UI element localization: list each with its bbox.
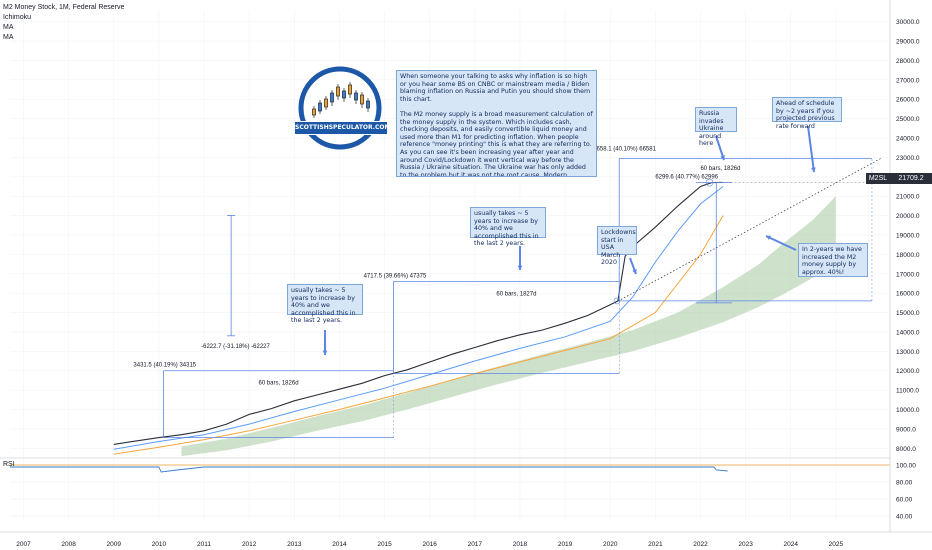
annotation-overlays: 3431.5 (40.19%) 34315 60 bars, 1826d 4717.… (133, 125, 890, 439)
x-tick-label: 2015 (377, 541, 392, 548)
x-tick-label: 2013 (287, 541, 302, 548)
x-tick-label: 2018 (513, 541, 528, 548)
y-tick-label: 17000.0 (896, 271, 920, 278)
x-tick-label: 2024 (783, 541, 798, 548)
x-tick-label: 2008 (61, 541, 76, 548)
ichimoku-cloud (181, 196, 836, 457)
x-tick-label: 2019 (558, 541, 573, 548)
x-tick-label: 2022 (693, 541, 708, 548)
y-tick-label: 25000.0 (896, 116, 920, 123)
x-tick-label: 2009 (107, 541, 122, 548)
y-tick-label: 11000.0 (896, 388, 919, 395)
logo-banner: SCOTTISHSPECULATOR.COM (294, 121, 391, 135)
logo: SCOTTISHSPECULATOR.COM (294, 66, 391, 150)
y-tick-label: 24000.0 (896, 136, 920, 143)
note-five-years-2: usually takes ~ 5 years to increase by 4… (470, 207, 546, 247)
x-tick-label: 2025 (829, 541, 844, 548)
arrow-note-2-head (517, 265, 523, 270)
rsi-tick-label: 100.00 (896, 463, 916, 470)
x-tick-label: 2017 (468, 541, 483, 548)
y-tick-label: 15000.0 (896, 310, 920, 317)
y-tick-label: 30000.0 (896, 19, 920, 26)
y-tick-label: 26000.0 (896, 97, 920, 104)
rsi-tick-label: 60.00 (896, 497, 913, 504)
y-tick-label: 20000.0 (896, 213, 920, 220)
arrow-russia-head (720, 155, 725, 160)
series-line-ma-slow (113, 215, 724, 455)
y-tick-label: 29000.0 (896, 39, 920, 46)
y-tick-label: 28000.0 (896, 58, 920, 65)
note-five-years-1: usually takes ~ 5 years to increase by 4… (287, 284, 363, 324)
note-ahead: Ahead of schedule by ~2 years if you pro… (772, 97, 842, 130)
arrow-ahead-head (811, 167, 816, 172)
lockdown-marker (613, 297, 621, 305)
x-tick-label: 2023 (738, 541, 753, 548)
arrow-two-years-head (766, 235, 771, 241)
arrow-ahead-shaft (807, 125, 815, 173)
rsi-label: RSI (3, 461, 15, 468)
rsi-line (10, 466, 728, 473)
y-tick-label: 21000.0 (896, 194, 920, 201)
measure-1-bars: 60 bars, 1826d (259, 381, 299, 387)
x-tick-label: 2016 (422, 541, 437, 548)
x-tick-label: 2007 (16, 541, 31, 548)
y-tick-label: 27000.0 (896, 77, 920, 84)
rsi-tick-label: 80.00 (896, 480, 913, 487)
measure-2-label: 4717.5 (39.66%) 47375 (364, 274, 427, 280)
chart-legend: M2 Money Stock, 1M, Federal Reserve Ichi… (3, 3, 124, 43)
legend-title: M2 Money Stock, 1M, Federal Reserve (3, 4, 125, 11)
y-tick-label: 9000.0 (896, 426, 916, 433)
measure-neg-label: -6222.7 (-31.18%) -62227 (201, 344, 270, 350)
x-tick-label: 2020 (603, 541, 618, 548)
rsi-tick-label: 40.00 (896, 514, 913, 521)
y-tick-label: 23000.0 (896, 155, 920, 162)
y-tick-label: 12000.0 (896, 368, 920, 375)
arrow-lockdowns-head (632, 269, 637, 274)
y-tick-label: 14000.0 (896, 329, 920, 336)
rsi-panel: 100.00 80.00 60.00 40.00 (10, 463, 916, 521)
y-tick-label: 8000.0 (896, 446, 916, 453)
x-tick-label: 2021 (648, 541, 663, 548)
y-tick-label: 19000.0 (896, 232, 920, 239)
logo-graphic (298, 66, 382, 150)
note-intro: When someone your talking to asks why in… (396, 70, 597, 177)
arrow-two-years-shaft (765, 235, 797, 251)
x-tick-label: 2014 (332, 541, 347, 548)
cloud-area (181, 196, 836, 457)
x-tick-label: 2010 (152, 541, 167, 548)
legend-ma-1: MA (3, 24, 14, 31)
projection-line (614, 158, 882, 304)
measure-4-bars: 60 bars, 1826d (700, 166, 740, 172)
y-tick-label: 16000.0 (896, 291, 920, 298)
grid (10, 10, 890, 520)
note-two-years: In 2-years we have increased the M2 mone… (798, 243, 868, 277)
y-tick-label: 13000.0 (896, 349, 920, 356)
y-tick-label: 18000.0 (896, 252, 920, 259)
legend-ma-2: MA (3, 34, 14, 41)
measure-4-label: 6299.6 (40.77%) 62996 (655, 175, 718, 181)
last-price-tag: 21709.2 (890, 173, 932, 184)
measure-1-label: 3431.5 (40.19%) 34315 (133, 363, 196, 369)
x-tick-label: 2011 (197, 541, 211, 548)
series-line-ma-fast (113, 186, 724, 450)
measure-3-label: 6658.1 (40.10%) 66581 (593, 146, 656, 152)
note-russia: Russia invades Ukraine around here (695, 107, 737, 147)
arrow-note-1-head (322, 350, 328, 355)
measure-2-bars: 60 bars, 1827d (496, 292, 536, 298)
legend-ichimoku: Ichimoku (3, 14, 32, 21)
y-tick-label: 10000.0 (896, 407, 920, 414)
x-tick-label: 2012 (242, 541, 257, 548)
russia-marker (705, 178, 714, 187)
symbol-tag: M2SL (866, 173, 890, 184)
note-lockdowns: Lockdowns start in USA March 2020 (597, 226, 637, 266)
